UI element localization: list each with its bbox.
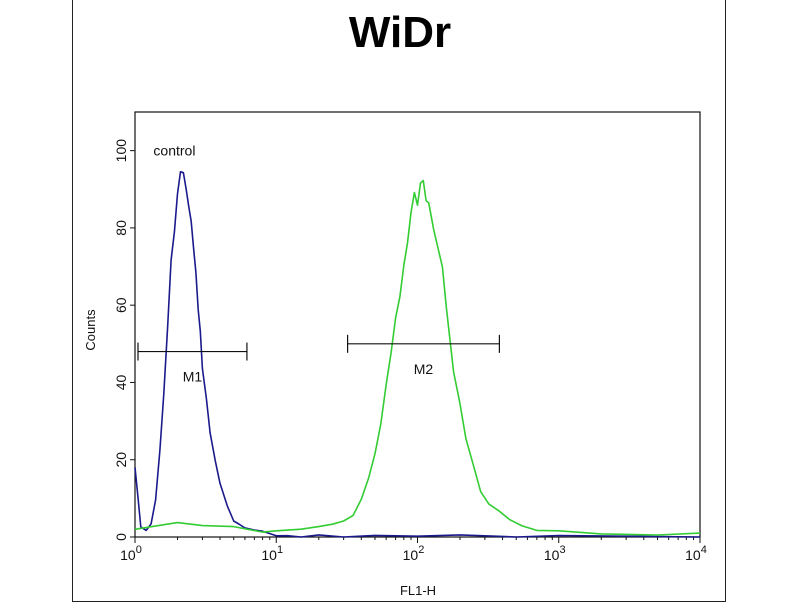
x-tick-label: 103 bbox=[544, 544, 566, 563]
series-line-2 bbox=[134, 179, 701, 536]
y-tick-label: 60 bbox=[113, 297, 129, 313]
marker-layer: M1 M2 bbox=[137, 334, 500, 385]
y-tick-label: 0 bbox=[113, 533, 129, 541]
y-tick-label: 80 bbox=[113, 220, 129, 236]
series-line-1 bbox=[134, 171, 701, 538]
annotation-control: control bbox=[153, 143, 195, 159]
x-tick-label: 102 bbox=[403, 544, 425, 563]
y-tick-label: 40 bbox=[113, 374, 129, 390]
x-tick-label: 100 bbox=[120, 544, 142, 563]
y-axis-label: Counts bbox=[83, 309, 98, 351]
x-tick-label: 101 bbox=[261, 544, 283, 563]
y-tick-label: 100 bbox=[113, 139, 129, 163]
gate-label-m1: M1 bbox=[183, 369, 203, 385]
y-tick-label: 20 bbox=[113, 452, 129, 468]
x-axis-ticks: 100 101 102 103 104 bbox=[120, 537, 707, 563]
chart-title: WiDr bbox=[348, 8, 452, 57]
annotation-layer: control bbox=[153, 143, 195, 159]
y-axis-ticks: 0 20 40 60 80 100 bbox=[113, 139, 135, 541]
series-layer bbox=[134, 171, 701, 538]
x-tick-label: 104 bbox=[685, 544, 707, 563]
plot-area bbox=[134, 111, 701, 538]
x-axis-label: FL1-H bbox=[400, 583, 436, 598]
gate-label-m2: M2 bbox=[414, 361, 434, 377]
